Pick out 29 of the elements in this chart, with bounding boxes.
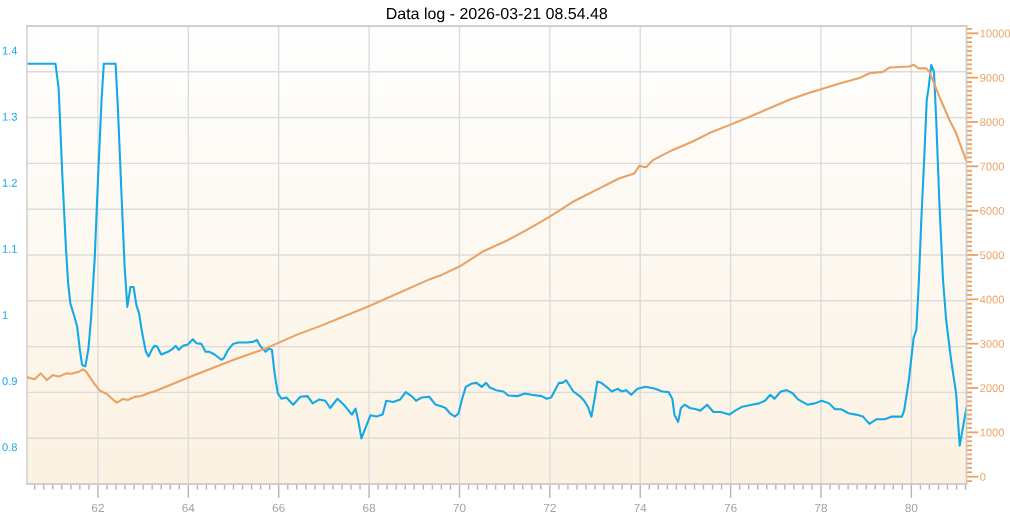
y2-tick-label: 5000 [980, 251, 1004, 260]
x-tick-label: 66 [272, 503, 285, 513]
y2-tick-label: 1000 [980, 428, 1004, 437]
y-tick-label: 1.3 [2, 112, 17, 121]
x-tick-label: 74 [634, 503, 647, 512]
y2-tick-label: 9000 [980, 73, 1004, 82]
y2-tick-label: 8000 [980, 118, 1004, 127]
y-tick-label: 1.2 [2, 178, 17, 187]
x-tick-label: 72 [543, 503, 556, 512]
y2-tick-label: 4000 [979, 295, 1004, 304]
y-tick-label: 1 [2, 311, 8, 319]
y2-tick-label: 10000 [980, 29, 1010, 38]
y-tick-label: 1.4 [2, 46, 18, 55]
y2-tick-label: 7000 [980, 162, 1004, 171]
y-tick-label: 0.8 [2, 443, 17, 452]
y2-tick-label: 2000 [980, 384, 1004, 393]
y-tick-label: 0.9 [2, 377, 17, 386]
x-tick-label: 78 [815, 503, 828, 513]
x-tick-label: 64 [182, 503, 195, 513]
y2-tick-label: 0 [980, 472, 986, 481]
chart-title: Data log - 2026-03-21 08.54.48 [387, 7, 608, 23]
y-tick-label: 1.1 [2, 245, 17, 253]
y2-tick-label: 3000 [980, 339, 1004, 348]
x-tick-label: 80 [905, 503, 918, 513]
x-tick-label: 76 [724, 503, 737, 513]
x-tick-label: 62 [91, 503, 104, 513]
x-tick-label: 70 [453, 503, 466, 513]
x-tick-label: 68 [363, 503, 376, 513]
y2-tick-label: 6000 [980, 206, 1004, 215]
